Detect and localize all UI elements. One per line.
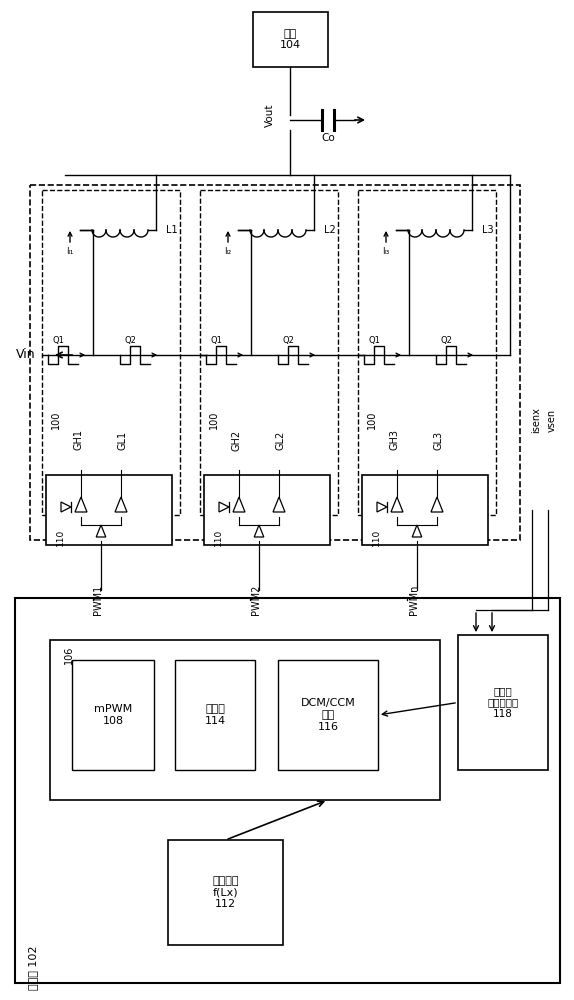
Text: Vin: Vin bbox=[16, 349, 36, 361]
Text: mPWM
108: mPWM 108 bbox=[94, 704, 132, 726]
Text: L2: L2 bbox=[324, 225, 336, 235]
Text: isenx: isenx bbox=[531, 407, 541, 433]
Bar bbox=[42, 190, 180, 515]
Text: 110: 110 bbox=[372, 528, 381, 546]
Text: Co: Co bbox=[321, 133, 335, 143]
Text: vsen: vsen bbox=[547, 408, 557, 432]
Bar bbox=[72, 660, 154, 770]
Text: 100: 100 bbox=[367, 411, 377, 429]
Text: Q1: Q1 bbox=[368, 336, 380, 346]
Text: 电压和
相电流感测
118: 电压和 相电流感测 118 bbox=[487, 686, 519, 719]
Text: DCM/CCM
控制
116: DCM/CCM 控制 116 bbox=[301, 698, 355, 732]
Text: Iₗ₁: Iₗ₁ bbox=[67, 247, 73, 256]
Bar bbox=[278, 660, 378, 770]
Text: Q2: Q2 bbox=[124, 336, 136, 346]
Text: GL3: GL3 bbox=[434, 430, 444, 450]
Bar bbox=[30, 185, 520, 540]
Text: Iₗ₂: Iₗ₂ bbox=[224, 247, 231, 256]
Text: 100: 100 bbox=[51, 411, 61, 429]
Text: GH3: GH3 bbox=[389, 430, 399, 450]
Bar bbox=[458, 635, 548, 770]
Text: 控制器 102: 控制器 102 bbox=[28, 946, 38, 990]
Bar bbox=[15, 598, 560, 983]
Text: 负载
104: 负载 104 bbox=[280, 29, 301, 50]
Bar bbox=[175, 660, 255, 770]
Text: PWM1: PWM1 bbox=[93, 585, 103, 615]
Bar bbox=[168, 840, 283, 945]
Text: 配置参数
f(Lx)
112: 配置参数 f(Lx) 112 bbox=[212, 876, 239, 909]
Bar bbox=[204, 475, 330, 545]
Text: 106: 106 bbox=[64, 646, 74, 664]
Text: GL2: GL2 bbox=[276, 430, 286, 450]
Text: 110: 110 bbox=[214, 528, 223, 546]
Text: GH2: GH2 bbox=[231, 429, 241, 451]
Text: L1: L1 bbox=[166, 225, 177, 235]
Text: 相停止
114: 相停止 114 bbox=[204, 704, 226, 726]
Bar bbox=[358, 190, 496, 515]
Bar bbox=[50, 640, 440, 800]
Text: Iₗ₃: Iₗ₃ bbox=[382, 247, 390, 256]
Text: Q2: Q2 bbox=[282, 336, 294, 346]
Text: PWMn: PWMn bbox=[409, 585, 419, 615]
Bar bbox=[46, 475, 172, 545]
Text: Vout: Vout bbox=[265, 103, 275, 127]
Text: 110: 110 bbox=[56, 528, 65, 546]
Text: 100: 100 bbox=[209, 411, 219, 429]
Text: L3: L3 bbox=[482, 225, 494, 235]
Bar bbox=[362, 475, 488, 545]
Text: Q2: Q2 bbox=[440, 336, 452, 346]
Bar bbox=[200, 190, 338, 515]
Bar bbox=[253, 12, 328, 67]
Text: GL1: GL1 bbox=[118, 430, 128, 450]
Text: PWM2: PWM2 bbox=[251, 585, 261, 615]
Text: GH1: GH1 bbox=[73, 430, 83, 450]
Text: Q1: Q1 bbox=[52, 336, 64, 346]
Text: Q1: Q1 bbox=[210, 336, 222, 346]
